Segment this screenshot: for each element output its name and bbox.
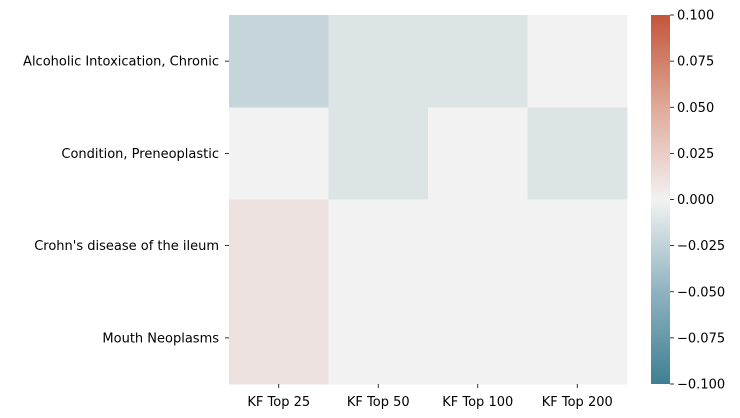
y-axis-ticks: Alcoholic Intoxication, Chronic Condition… (23, 55, 229, 346)
colorbar-tick-label: −0.050 (677, 285, 725, 300)
colorbar-tick-label: 0.000 (677, 193, 714, 208)
x-axis-ticks: KF Top 25 KF Top 50 KF Top 100 KF Top 200 (247, 384, 613, 410)
heatmap-cell (229, 15, 329, 108)
y-tick-label: Alcoholic Intoxication, Chronic (23, 55, 219, 70)
y-tick-label: Mouth Neoplasms (102, 331, 219, 346)
colorbar-tick-label: −0.025 (677, 239, 725, 254)
x-tick-label: KF Top 50 (347, 395, 410, 410)
colorbar-tick-label: 0.075 (677, 55, 714, 70)
heatmap-cell (229, 199, 329, 293)
heatmap-cell (328, 291, 429, 385)
heatmap-cell (527, 107, 628, 200)
heatmap-cell (428, 291, 528, 385)
y-tick-label: Crohn's disease of the ileum (34, 239, 219, 254)
colorbar-tick-label: 0.050 (677, 101, 714, 116)
heatmap-cells (229, 15, 628, 385)
heatmap-cell (229, 107, 329, 200)
heatmap-cell (527, 199, 628, 293)
y-tick-label: Condition, Preneoplastic (61, 147, 219, 162)
colorbar-tick-label: −0.100 (677, 378, 725, 393)
heatmap-cell (428, 107, 528, 200)
x-tick-label: KF Top 25 (247, 395, 310, 410)
heatmap-cell (328, 107, 429, 200)
colorbar-gradient (651, 15, 670, 384)
heatmap-cell (428, 15, 528, 108)
heatmap-cell (229, 291, 329, 385)
colorbar: 0.100 0.075 0.050 0.025 0.000 −0.025 −0.050 −0.… (651, 9, 725, 393)
heatmap-cell (328, 15, 429, 108)
x-tick-label: KF Top 200 (542, 395, 613, 410)
heatmap-cell (328, 199, 429, 293)
heatmap-cell (527, 15, 628, 108)
x-tick-label: KF Top 100 (442, 395, 513, 410)
colorbar-tick-label: −0.075 (677, 331, 725, 346)
heatmap-cell (527, 291, 628, 385)
colorbar-tick-label: 0.100 (677, 9, 714, 24)
heatmap-cell (428, 199, 528, 293)
colorbar-tick-label: 0.025 (677, 147, 714, 162)
